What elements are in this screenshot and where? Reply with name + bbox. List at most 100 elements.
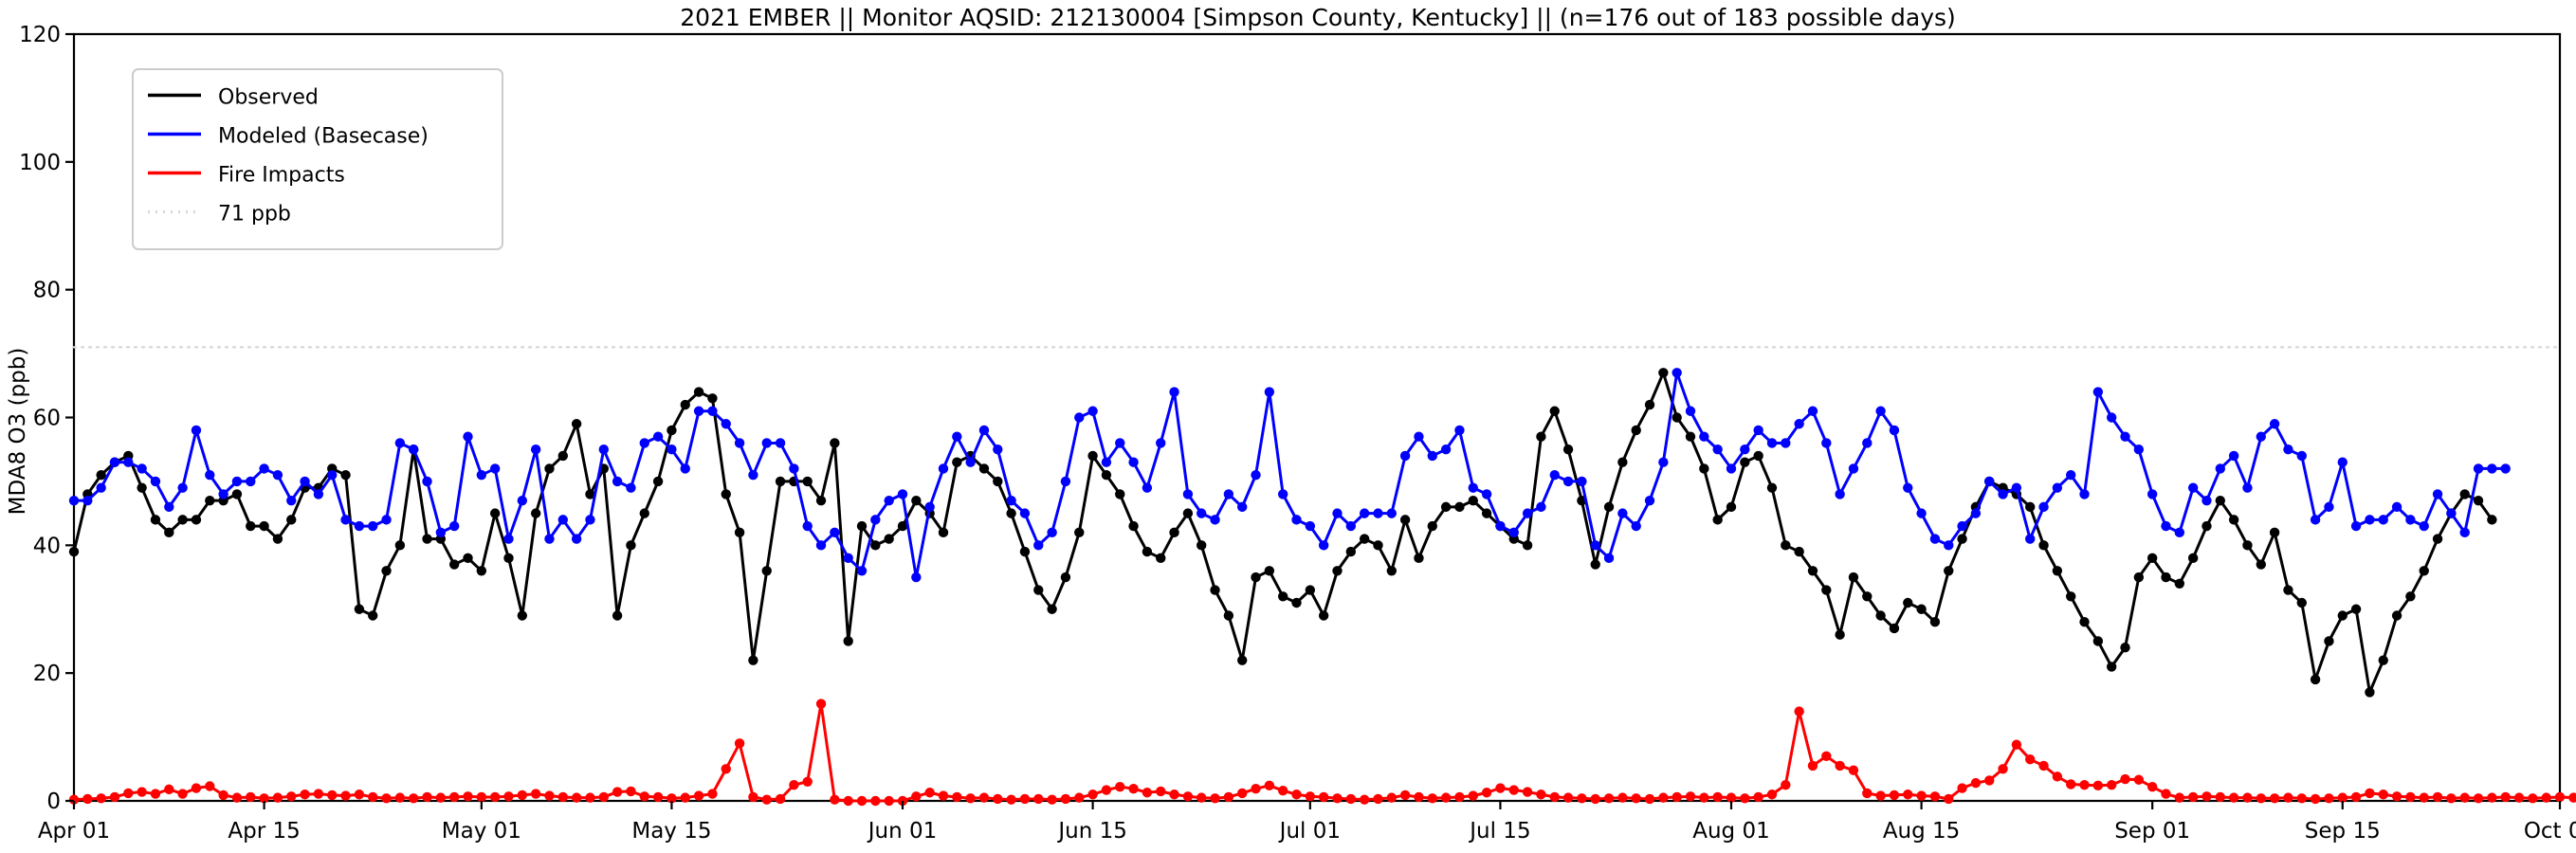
data-point: [1522, 540, 1533, 551]
legend-item-modeled-basecase[interactable]: Modeled (Basecase): [148, 125, 429, 149]
data-point: [1277, 786, 1288, 796]
data-point: [1373, 793, 1383, 805]
data-point: [1617, 792, 1628, 803]
data-point: [598, 791, 609, 803]
data-point: [164, 501, 174, 513]
data-point: [2378, 655, 2388, 665]
data-point: [272, 534, 283, 544]
data-point: [843, 553, 853, 564]
data-point: [489, 791, 501, 803]
data-point: [476, 566, 487, 576]
data-point: [815, 699, 827, 709]
data-point: [1740, 457, 1750, 467]
data-point: [1712, 445, 1723, 455]
data-point: [2201, 495, 2212, 506]
data-point: [680, 792, 690, 803]
data-point: [137, 463, 147, 474]
data-point: [205, 495, 215, 506]
legend-item-71-ppb[interactable]: 71 ppb: [148, 203, 291, 227]
data-point: [2310, 674, 2321, 685]
data-point: [1345, 520, 1357, 532]
data-point: [1142, 546, 1153, 557]
data-point: [585, 515, 595, 525]
data-point: [1862, 788, 1873, 799]
data-point: [1454, 425, 1465, 436]
data-point: [1875, 406, 1886, 416]
data-point: [1835, 629, 1845, 640]
data-point: [2365, 515, 2375, 525]
data-point: [2120, 643, 2130, 653]
data-point: [1197, 792, 1207, 803]
legend-box: [132, 68, 503, 250]
data-point: [870, 540, 881, 551]
data-point: [1644, 793, 1655, 805]
data-point: [2459, 527, 2470, 538]
data-point: [2011, 739, 2022, 750]
data-point: [1916, 604, 1927, 614]
data-point: [544, 790, 555, 801]
data-point: [381, 515, 392, 525]
data-point: [205, 469, 215, 481]
data-point: [164, 527, 174, 538]
data-point: [1169, 527, 1179, 538]
data-point: [1875, 610, 1886, 621]
data-point: [1712, 515, 1723, 525]
data-point: [1427, 520, 1437, 532]
data-point: [1006, 495, 1016, 506]
data-point: [394, 438, 406, 448]
data-point: [626, 482, 636, 493]
data-point: [1291, 789, 1302, 800]
data-point: [1658, 457, 1669, 467]
data-point: [1399, 789, 1411, 801]
data-point: [707, 393, 718, 404]
data-point: [761, 566, 772, 576]
data-point: [952, 431, 962, 442]
data-point: [626, 540, 636, 551]
x-tick-label: Jun 15: [1056, 819, 1127, 844]
data-point: [2310, 515, 2321, 525]
data-point: [1318, 540, 1329, 551]
data-point: [1237, 655, 1248, 665]
data-point: [1903, 482, 1913, 493]
data-point: [1414, 431, 1424, 442]
data-point: [2038, 760, 2049, 771]
data-point: [164, 784, 174, 795]
data-point: [368, 791, 378, 803]
data-point: [2079, 489, 2090, 499]
data-point: [585, 489, 595, 499]
data-point: [1536, 789, 1546, 800]
data-point: [1277, 591, 1288, 602]
data-point: [1672, 791, 1682, 803]
data-point: [82, 495, 93, 506]
data-point: [2242, 792, 2253, 803]
x-tick-label: Jun 01: [867, 819, 938, 844]
data-point: [775, 793, 786, 805]
data-point: [2174, 527, 2185, 538]
data-point: [340, 515, 351, 525]
data-point: [1753, 450, 1763, 462]
data-point: [911, 572, 922, 583]
data-point: [2133, 774, 2145, 785]
data-point: [721, 764, 731, 774]
data-point: [1156, 438, 1166, 448]
legend-item-observed[interactable]: Observed: [148, 86, 319, 110]
data-point: [1047, 527, 1057, 538]
data-point: [585, 792, 595, 803]
data-point: [1277, 489, 1288, 499]
data-point: [530, 508, 541, 518]
data-point: [2106, 779, 2117, 790]
data-point: [1658, 792, 1669, 803]
data-point: [2079, 779, 2090, 790]
series-modeled-basecase: [68, 368, 2511, 583]
data-point: [1305, 585, 1316, 595]
data-point: [2228, 515, 2239, 525]
data-point: [1998, 764, 2008, 774]
data-point: [856, 795, 868, 807]
data-point: [2215, 463, 2225, 474]
data-point: [259, 463, 269, 474]
data-point: [1821, 751, 1832, 762]
legend-item-fire-impacts[interactable]: Fire Impacts: [148, 164, 345, 188]
data-point: [1508, 785, 1519, 795]
data-point: [96, 482, 106, 493]
